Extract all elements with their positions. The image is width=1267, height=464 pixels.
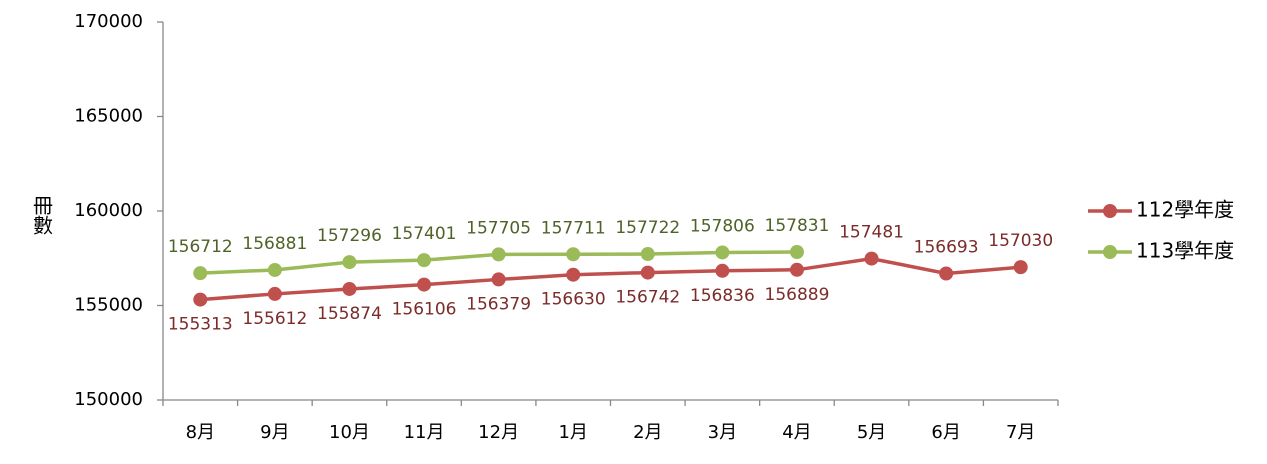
legend-marker [1103, 245, 1117, 259]
data-point [267, 286, 282, 301]
x-tick-label: 3月 [708, 422, 737, 443]
data-label: 155612 [242, 309, 307, 329]
x-tick-label: 8月 [186, 422, 215, 443]
data-label: 157401 [392, 224, 457, 244]
data-point [864, 251, 879, 266]
data-point [193, 266, 208, 281]
data-point [342, 281, 357, 296]
series-line [200, 256, 1021, 302]
x-tick-label: 9月 [260, 422, 289, 443]
data-label: 155874 [317, 304, 382, 324]
data-point [715, 245, 730, 260]
data-label: 156889 [765, 285, 830, 305]
legend-marker [1103, 204, 1117, 218]
data-point [417, 277, 432, 292]
data-label: 156742 [615, 288, 680, 308]
data-label: 157705 [466, 218, 531, 238]
data-label: 156106 [392, 300, 457, 320]
data-point [1013, 260, 1028, 275]
x-tick-label: 12月 [478, 422, 519, 443]
data-point [789, 244, 804, 259]
data-point [267, 262, 282, 277]
data-label: 157806 [690, 216, 755, 236]
data-point [193, 292, 208, 307]
data-point [491, 247, 506, 262]
x-tick-label: 7月 [1006, 422, 1035, 443]
data-label: 157481 [839, 223, 904, 243]
legend-label: 112學年度 [1136, 198, 1234, 222]
data-label: 157030 [988, 231, 1053, 251]
legend-label: 113學年度 [1136, 239, 1234, 263]
data-point [640, 247, 655, 262]
data-label: 156379 [466, 294, 531, 314]
data-point [566, 247, 581, 262]
data-label: 157722 [615, 218, 680, 238]
data-label: 157831 [765, 216, 830, 236]
data-label: 156630 [541, 290, 606, 310]
data-label: 156881 [242, 234, 307, 254]
data-label: 156836 [690, 286, 755, 306]
y-tick-label: 170000 [74, 11, 143, 32]
x-tick-label: 11月 [404, 422, 445, 443]
x-tick-label: 10月 [329, 422, 370, 443]
data-point [939, 266, 954, 281]
y-tick-label: 155000 [74, 295, 143, 316]
y-axis-label: 冊數 [30, 195, 54, 235]
data-point [417, 253, 432, 268]
data-point [789, 262, 804, 277]
y-tick-label: 150000 [74, 389, 143, 410]
data-point [566, 267, 581, 282]
x-tick-label: 2月 [633, 422, 662, 443]
x-tick-label: 1月 [558, 422, 587, 443]
data-label: 156712 [168, 237, 233, 257]
data-label: 157296 [317, 226, 382, 246]
y-tick-label: 160000 [74, 200, 143, 221]
x-tick-label: 4月 [782, 422, 811, 443]
data-label: 155313 [168, 315, 233, 335]
data-point [640, 265, 655, 280]
data-point [715, 263, 730, 278]
data-label: 156693 [914, 238, 979, 258]
data-label: 157711 [541, 218, 606, 238]
x-tick-label: 6月 [931, 422, 960, 443]
x-tick-label: 5月 [857, 422, 886, 443]
data-point [491, 272, 506, 287]
data-point [342, 255, 357, 270]
y-tick-label: 165000 [74, 106, 143, 127]
